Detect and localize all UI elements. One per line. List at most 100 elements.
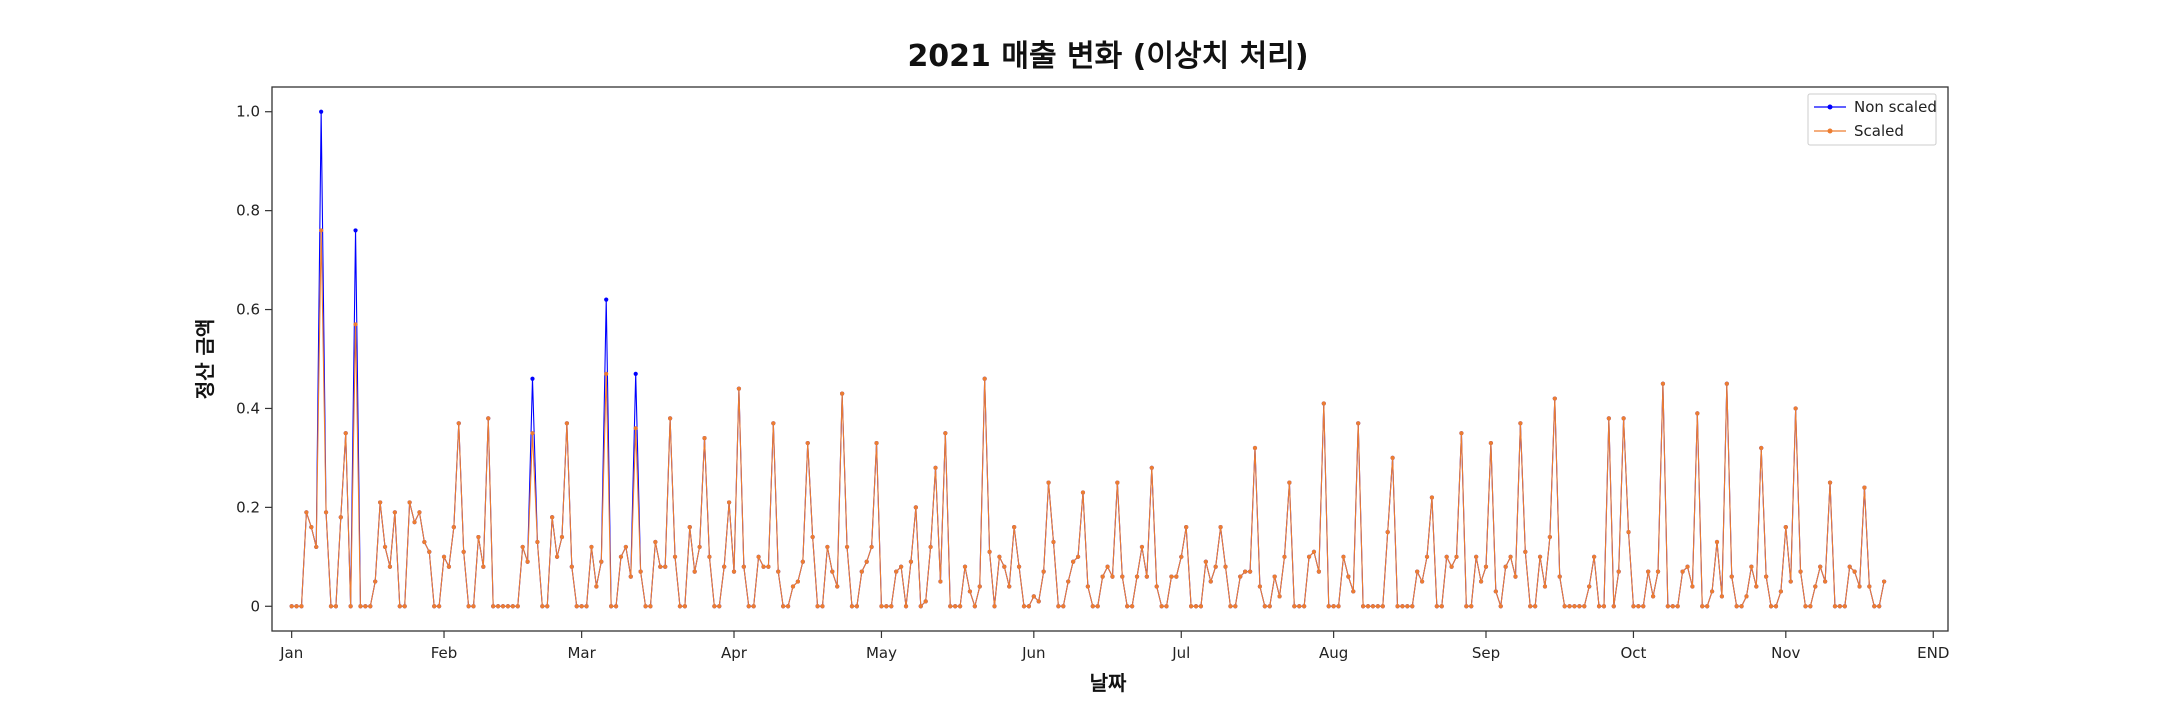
data-point-scaled — [1405, 604, 1410, 609]
data-point-scaled — [1243, 569, 1248, 574]
data-point-scaled — [1857, 584, 1862, 589]
data-point-scaled — [569, 564, 574, 569]
data-point-scaled — [1788, 579, 1793, 584]
data-point-scaled — [1823, 579, 1828, 584]
data-point-scaled — [948, 604, 953, 609]
data-point-scaled — [525, 559, 530, 564]
legend-marker-non-scaled — [1827, 104, 1833, 110]
data-point-scaled — [1665, 604, 1670, 609]
y-tick-label: 0.6 — [236, 301, 260, 319]
data-point-scaled — [1410, 604, 1415, 609]
data-point-scaled — [495, 604, 501, 609]
data-point-scaled — [515, 604, 520, 609]
data-point-scaled — [1262, 604, 1267, 609]
data-point-scaled — [889, 604, 894, 609]
data-point-scaled — [1444, 554, 1449, 559]
data-point-scaled — [466, 604, 471, 609]
data-point-scaled — [1252, 445, 1258, 451]
x-tick-label: Feb — [431, 644, 458, 662]
data-point-scaled — [1562, 604, 1567, 609]
data-point-scaled — [1026, 604, 1031, 609]
data-point-scaled — [1370, 604, 1376, 609]
data-point-scaled — [1474, 554, 1479, 559]
data-point-scaled — [1159, 604, 1164, 609]
data-point-scaled — [363, 604, 368, 609]
data-point-scaled — [638, 569, 643, 574]
data-point-scaled — [1164, 604, 1169, 609]
data-point-scaled — [613, 604, 619, 609]
y-axis-label: 정산 금액 — [193, 319, 217, 400]
data-point-scaled — [446, 564, 452, 569]
data-point-scaled — [392, 510, 397, 515]
data-point-scaled — [1189, 604, 1194, 609]
data-point-scaled — [1518, 421, 1523, 426]
data-point-scaled — [717, 604, 722, 609]
data-point-scaled — [1267, 604, 1272, 609]
data-point-scaled — [1641, 604, 1646, 609]
data-point-scaled — [1660, 381, 1666, 386]
data-point-scaled — [530, 431, 535, 436]
data-point-scaled — [1508, 554, 1513, 559]
data-point-scaled — [559, 534, 565, 540]
x-tick-label: Apr — [721, 644, 748, 662]
data-point-scaled — [1287, 480, 1292, 485]
data-point-scaled — [938, 579, 943, 584]
x-tick-label: Jun — [1021, 644, 1045, 662]
data-point-scaled — [1356, 421, 1361, 426]
data-point-scaled — [535, 539, 540, 545]
data-point-scaled — [486, 416, 491, 421]
data-point-scaled — [1115, 480, 1120, 485]
data-point-scaled — [1365, 604, 1371, 609]
data-point-scaled — [604, 371, 609, 376]
data-point-scaled — [564, 421, 570, 426]
data-point-scaled — [1808, 604, 1813, 609]
data-point-scaled — [761, 564, 766, 569]
data-point-scaled — [1469, 604, 1474, 609]
data-point-scaled — [1523, 549, 1528, 554]
data-point-scaled — [1120, 574, 1125, 579]
data-point-scaled — [554, 554, 560, 559]
data-point-scaled — [1882, 579, 1887, 584]
data-point-scaled — [289, 604, 294, 609]
data-point-scaled — [726, 500, 732, 505]
data-point-scaled — [982, 376, 987, 381]
data-point-scaled — [1675, 604, 1680, 609]
data-point-scaled — [1066, 579, 1071, 584]
data-point-scaled — [1292, 604, 1297, 609]
data-point-scaled — [776, 569, 781, 574]
data-point-scaled — [1351, 589, 1356, 594]
legend-label-scaled: Scaled — [1854, 122, 1904, 140]
x-tick-label: Sep — [1472, 644, 1500, 662]
data-point-scaled — [481, 564, 486, 569]
data-point-scaled — [1233, 604, 1238, 609]
data-point-scaled — [343, 431, 348, 436]
data-point-scaled — [648, 604, 653, 609]
data-point-scaled — [1744, 594, 1749, 599]
data-point-scaled — [1282, 554, 1287, 559]
data-point-scaled — [1012, 525, 1017, 530]
series-layer — [289, 109, 1887, 609]
data-point-scaled — [1179, 554, 1184, 559]
data-point-scaled — [1346, 574, 1351, 579]
data-point-scaled — [1390, 455, 1395, 461]
data-point-scaled — [795, 579, 801, 584]
data-point-non-scaled — [604, 297, 609, 302]
data-point-scaled — [1621, 416, 1626, 421]
data-point-scaled — [1326, 604, 1331, 609]
data-point-scaled — [1434, 604, 1439, 609]
data-point-scaled — [1631, 604, 1636, 609]
data-point-scaled — [687, 525, 692, 530]
data-point-scaled — [1655, 569, 1661, 574]
x-tick-label: END — [1917, 644, 1949, 662]
data-point-scaled — [712, 604, 717, 609]
data-point-scaled — [1533, 604, 1538, 609]
data-point-scaled — [1690, 584, 1695, 589]
data-point-non-scaled — [353, 228, 358, 233]
data-point-scaled — [1729, 574, 1734, 579]
data-point-scaled — [1783, 525, 1788, 530]
data-point-scaled — [1218, 525, 1223, 530]
data-point-scaled — [1483, 564, 1489, 569]
data-point-scaled — [432, 604, 437, 609]
data-point-scaled — [1626, 529, 1631, 535]
